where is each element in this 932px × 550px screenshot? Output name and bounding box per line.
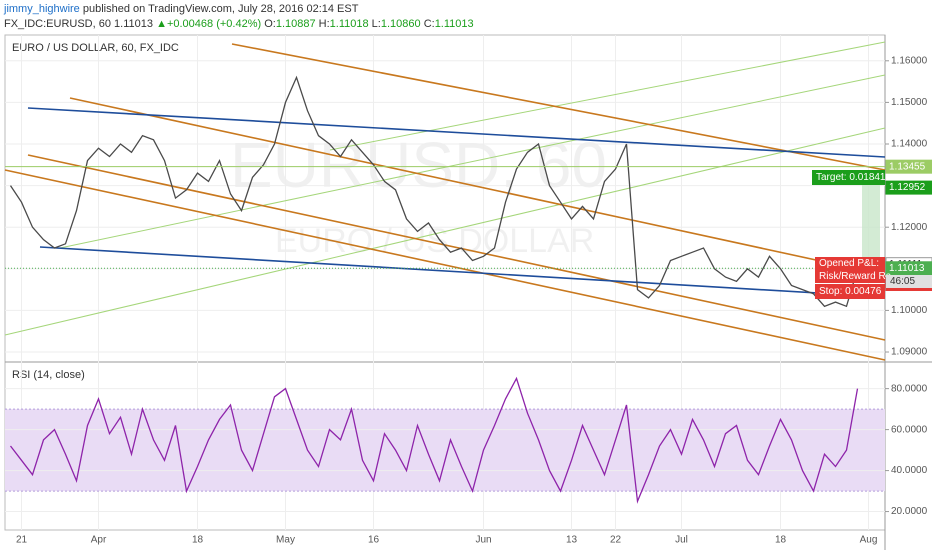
watermark: EURUSD, 60	[230, 129, 607, 201]
ohlc-c-label: C:	[424, 18, 435, 30]
price-label: 1.12952	[889, 182, 926, 193]
rsi-band	[5, 409, 885, 492]
x-tick-label: Apr	[91, 535, 107, 546]
series-line	[9, 376, 859, 504]
ohlc-l: 1.10860	[381, 18, 421, 30]
orange-channel-line	[69, 97, 886, 276]
orange-channel-line	[4, 169, 886, 361]
trend-lines	[4, 41, 886, 361]
y-tick-label: 60.0000	[891, 424, 928, 435]
header-line: jimmy_highwire published on TradingView.…	[3, 3, 359, 15]
price-label: 1.13455	[889, 161, 926, 172]
x-tick-label: Aug	[860, 535, 878, 546]
y-tick-label: 20.0000	[891, 506, 928, 517]
price-label-box	[885, 180, 932, 195]
annotation-text: Stop: 0.00476	[819, 286, 882, 297]
x-tick-label: 18	[192, 535, 204, 546]
annotation-box	[815, 270, 885, 283]
annotation-box	[815, 284, 885, 299]
green-channel-line	[4, 127, 886, 336]
annotation-text: Target: 0.01841	[816, 172, 886, 183]
green-channel-line	[329, 41, 886, 151]
annotation-text: Risk/Reward Ra	[819, 271, 892, 282]
price-label-box	[885, 159, 932, 174]
up-arrow: ▲	[156, 18, 167, 30]
annotation-box	[886, 275, 932, 288]
price-label-box	[885, 261, 932, 276]
y-tick-label: 1.15000	[891, 97, 928, 108]
published: published on TradingView.com, July 28, 2…	[80, 3, 359, 15]
y-tick-label: 1.09000	[891, 347, 928, 358]
ohlc-h-label: H:	[319, 18, 330, 30]
y-tick-label: 1.12000	[891, 222, 928, 233]
x-tick-label: Jun	[475, 535, 491, 546]
x-tick-label: 13	[566, 535, 578, 546]
watermark-subtitle: EURO / US DOLLAR	[275, 222, 594, 260]
y-tick-label: 1.16000	[891, 55, 928, 66]
ohlc-c: 1.11013	[435, 18, 474, 30]
annotation-box	[812, 170, 885, 185]
orange-channel-line	[231, 43, 886, 171]
x-tick-label: 21	[16, 535, 28, 546]
annotation-box	[815, 257, 885, 270]
blue-trend-line	[27, 107, 886, 158]
price: 1.11013	[114, 18, 153, 30]
ohlc-l-label: L:	[372, 18, 381, 30]
y-tick-label: 40.0000	[891, 465, 928, 476]
price-label: 1.11013	[889, 263, 925, 274]
target-zone	[862, 185, 880, 258]
symbol: FX_IDC:EURUSD, 60	[4, 18, 111, 30]
y-tick-label: 1.10000	[891, 305, 928, 316]
y-tick-label: 1.14000	[891, 139, 928, 150]
x-tick-label: 18	[775, 535, 787, 546]
ohlc-o-label: O:	[264, 18, 276, 30]
x-tick-label: Jul	[675, 535, 688, 546]
series-line	[9, 75, 859, 308]
annotation-text: Opened P&L:	[819, 258, 879, 269]
author[interactable]: jimmy_highwire	[3, 3, 80, 15]
x-tick-label: 22	[610, 535, 622, 546]
x-tick-label: May	[276, 535, 295, 546]
grid	[5, 60, 885, 513]
ohlc-h: 1.11018	[330, 18, 369, 30]
green-channel-line	[59, 74, 886, 249]
orange-channel-line	[27, 154, 886, 341]
change: +0.00468 (+0.42%)	[167, 18, 261, 30]
price-pane-title: EURO / US DOLLAR, 60, FX_IDC	[12, 42, 179, 54]
rsi-pane-title: RSI (14, close)	[12, 369, 85, 381]
x-tick-label: 16	[368, 535, 380, 546]
header-symbol-line: FX_IDC:EURUSD, 60 1.11013 ▲+0.00468 (+0.…	[4, 18, 474, 30]
annotation-text: 46:05	[890, 276, 915, 287]
y-tick-label: 80.0000	[891, 383, 928, 394]
blue-trend-line	[39, 246, 886, 298]
ohlc-o: 1.10887	[276, 18, 316, 30]
